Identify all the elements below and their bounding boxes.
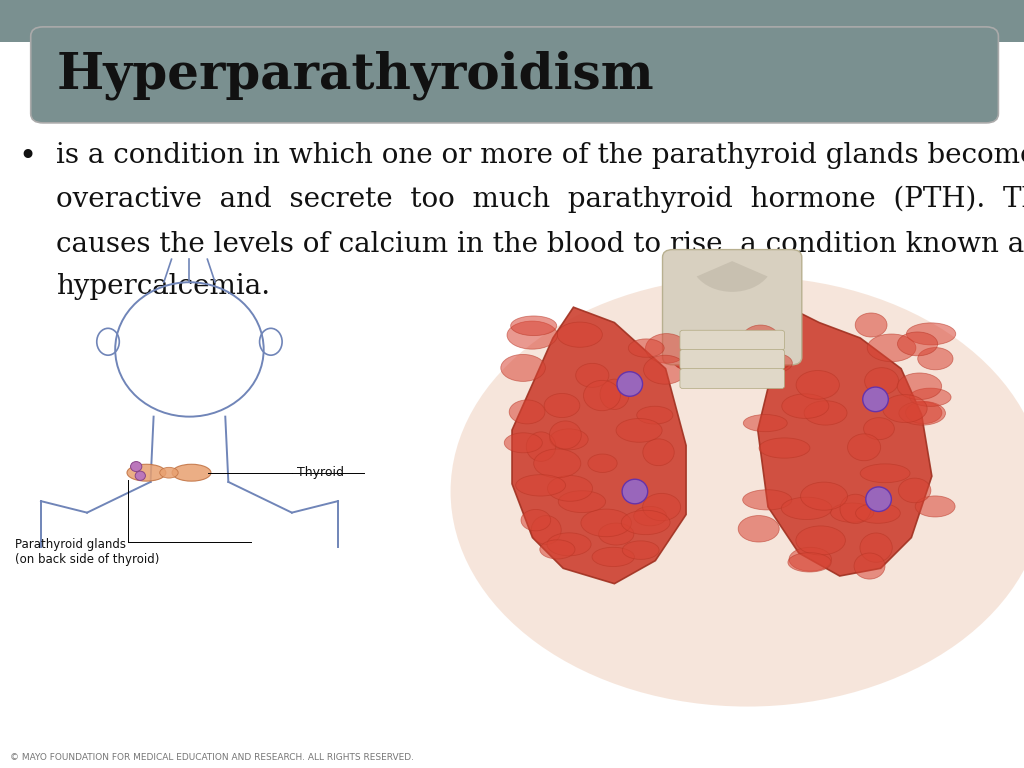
Ellipse shape: [906, 323, 955, 345]
Ellipse shape: [584, 380, 621, 411]
Ellipse shape: [622, 510, 670, 535]
Ellipse shape: [759, 438, 810, 458]
Ellipse shape: [629, 339, 665, 357]
Ellipse shape: [131, 462, 141, 472]
Ellipse shape: [897, 332, 938, 356]
Ellipse shape: [127, 464, 166, 481]
Polygon shape: [758, 307, 932, 576]
Ellipse shape: [856, 503, 900, 523]
Ellipse shape: [840, 495, 870, 524]
Ellipse shape: [451, 276, 1024, 707]
Ellipse shape: [547, 533, 591, 556]
Ellipse shape: [548, 475, 593, 502]
Polygon shape: [512, 307, 686, 584]
Text: causes the levels of calcium in the blood to rise, a condition known as: causes the levels of calcium in the bloo…: [56, 230, 1024, 257]
Ellipse shape: [790, 548, 831, 571]
Ellipse shape: [550, 421, 582, 449]
Text: •: •: [18, 142, 37, 171]
Ellipse shape: [509, 400, 545, 424]
Ellipse shape: [899, 402, 945, 425]
Ellipse shape: [592, 548, 635, 567]
Ellipse shape: [616, 419, 663, 442]
Ellipse shape: [864, 368, 899, 395]
Ellipse shape: [616, 372, 643, 396]
Ellipse shape: [671, 336, 794, 379]
Ellipse shape: [531, 515, 561, 545]
Ellipse shape: [883, 395, 927, 422]
Ellipse shape: [557, 322, 602, 347]
Ellipse shape: [848, 434, 881, 461]
Ellipse shape: [860, 464, 910, 482]
Text: hypercalcemia.: hypercalcemia.: [56, 273, 270, 300]
Ellipse shape: [867, 334, 915, 362]
Ellipse shape: [643, 439, 674, 465]
Ellipse shape: [738, 515, 779, 542]
Ellipse shape: [781, 497, 831, 519]
Ellipse shape: [855, 313, 887, 337]
Ellipse shape: [743, 415, 787, 432]
Ellipse shape: [588, 454, 617, 472]
Ellipse shape: [796, 370, 840, 399]
Ellipse shape: [909, 388, 951, 406]
Ellipse shape: [160, 467, 178, 478]
Ellipse shape: [898, 478, 931, 503]
Ellipse shape: [516, 475, 565, 496]
Ellipse shape: [796, 526, 846, 555]
Ellipse shape: [521, 509, 551, 531]
Ellipse shape: [581, 509, 632, 537]
Ellipse shape: [741, 325, 779, 356]
Ellipse shape: [781, 394, 828, 419]
Ellipse shape: [854, 553, 885, 579]
Ellipse shape: [507, 321, 557, 349]
Text: is a condition in which one or more of the parathyroid glands become: is a condition in which one or more of t…: [56, 142, 1024, 169]
Ellipse shape: [534, 449, 581, 478]
Ellipse shape: [623, 541, 659, 559]
Ellipse shape: [637, 406, 673, 424]
Ellipse shape: [643, 493, 681, 521]
Ellipse shape: [863, 418, 894, 439]
Ellipse shape: [905, 402, 942, 424]
Ellipse shape: [915, 496, 955, 517]
Ellipse shape: [897, 373, 942, 399]
Ellipse shape: [862, 387, 888, 412]
Ellipse shape: [804, 401, 847, 425]
FancyBboxPatch shape: [663, 250, 802, 365]
Ellipse shape: [643, 356, 686, 384]
Ellipse shape: [787, 553, 831, 572]
Ellipse shape: [634, 506, 667, 526]
Ellipse shape: [501, 354, 546, 382]
Text: overactive  and  secrete  too  much  parathyroid  hormone  (PTH).  This: overactive and secrete too much parathyr…: [56, 186, 1024, 214]
Ellipse shape: [645, 333, 688, 363]
FancyBboxPatch shape: [31, 27, 998, 123]
Ellipse shape: [172, 464, 211, 481]
Ellipse shape: [757, 353, 793, 372]
Ellipse shape: [600, 379, 629, 409]
Text: © MAYO FOUNDATION FOR MEDICAL EDUCATION AND RESEARCH. ALL RIGHTS RESERVED.: © MAYO FOUNDATION FOR MEDICAL EDUCATION …: [10, 753, 415, 762]
Text: Hyperparathyroidism: Hyperparathyroidism: [56, 50, 654, 100]
FancyBboxPatch shape: [680, 349, 784, 369]
Ellipse shape: [544, 393, 580, 418]
Ellipse shape: [511, 316, 557, 336]
Ellipse shape: [540, 540, 575, 559]
FancyBboxPatch shape: [680, 369, 784, 389]
Ellipse shape: [575, 363, 609, 387]
Ellipse shape: [550, 429, 588, 450]
Ellipse shape: [599, 523, 634, 545]
Ellipse shape: [865, 487, 891, 511]
Ellipse shape: [830, 503, 873, 522]
Ellipse shape: [135, 472, 145, 481]
Text: Thyroid: Thyroid: [297, 466, 344, 479]
FancyBboxPatch shape: [680, 330, 784, 350]
Ellipse shape: [558, 491, 605, 512]
Wedge shape: [696, 261, 768, 292]
Text: Parathyroid glands
(on back side of thyroid): Parathyroid glands (on back side of thyr…: [15, 538, 160, 566]
Ellipse shape: [918, 348, 953, 370]
Ellipse shape: [623, 479, 647, 504]
Ellipse shape: [526, 432, 556, 462]
Ellipse shape: [504, 433, 543, 453]
Bar: [0, 0, 1024, 42]
Ellipse shape: [742, 490, 792, 510]
Ellipse shape: [801, 482, 848, 510]
Ellipse shape: [860, 533, 892, 562]
